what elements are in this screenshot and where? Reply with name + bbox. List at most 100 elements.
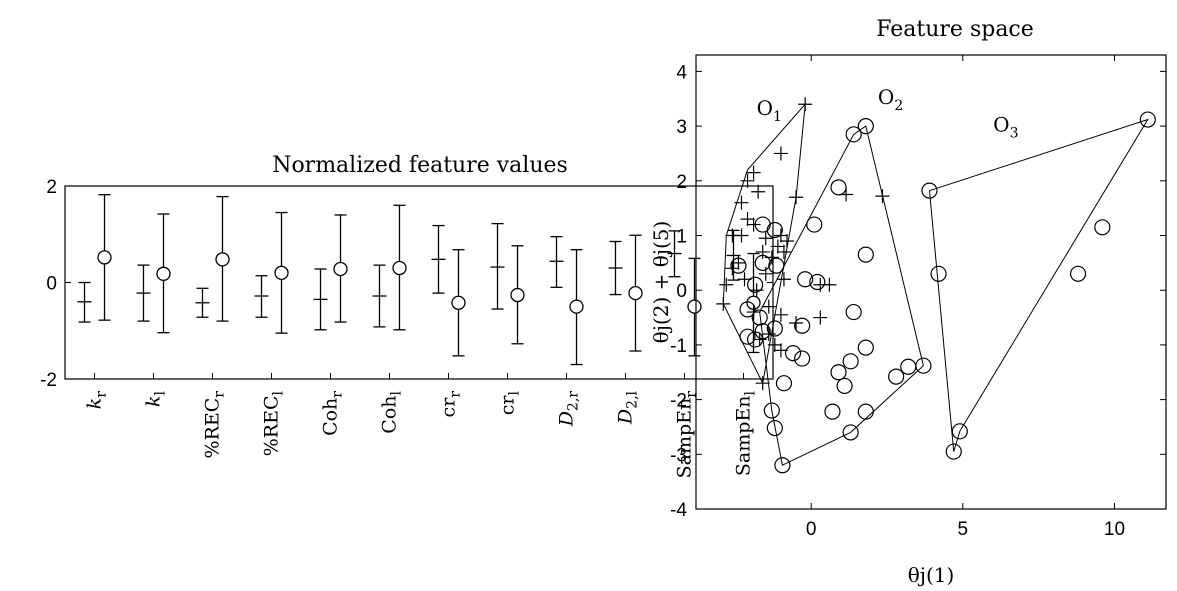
plus-point bbox=[789, 316, 804, 331]
category-label-base: D bbox=[556, 411, 578, 427]
circle-point bbox=[766, 221, 783, 239]
category-label-base: Coh bbox=[379, 395, 401, 433]
circle-point bbox=[845, 303, 862, 321]
right-y-tick-label: 4 bbox=[676, 62, 687, 83]
category-label-base: SampEn bbox=[733, 395, 755, 476]
category-label: SampEnr bbox=[674, 391, 700, 479]
plus-point bbox=[798, 97, 813, 112]
mean-circle-marker bbox=[97, 250, 112, 265]
plus-point bbox=[716, 296, 731, 311]
category-label: D2,r bbox=[556, 391, 582, 428]
left-y-axis: -2 0 2 bbox=[40, 177, 773, 391]
plus-point bbox=[789, 190, 804, 205]
mean-circle-marker bbox=[569, 299, 584, 314]
mean-circle-marker bbox=[333, 261, 348, 277]
plus-point bbox=[773, 343, 788, 358]
right-x-tick-label: 10 bbox=[1104, 519, 1125, 540]
category-label: kl bbox=[143, 390, 169, 407]
region-hulls bbox=[722, 102, 1149, 466]
category-label-subscript: l bbox=[271, 390, 287, 395]
category-label-base: %REC bbox=[261, 395, 283, 456]
y-axis-label: θj(2) + θj(5) bbox=[649, 221, 673, 344]
category-label-base: %REC bbox=[202, 398, 224, 459]
plus-point bbox=[749, 283, 764, 298]
left-error-bars bbox=[77, 194, 761, 366]
circle-point bbox=[774, 457, 791, 474]
circle-point bbox=[857, 246, 874, 263]
circle-point bbox=[809, 273, 826, 291]
region-label-base: O bbox=[757, 96, 773, 120]
circle-point bbox=[930, 265, 947, 282]
x-axis-label: θj(1) bbox=[908, 563, 955, 587]
circle-point bbox=[836, 377, 853, 395]
category-label-subscript: l bbox=[507, 390, 523, 395]
circle-point bbox=[806, 216, 823, 233]
category-label-subscript: 2,l bbox=[625, 390, 641, 408]
right-y-tick-label: -4 bbox=[670, 500, 687, 521]
circle-point bbox=[845, 126, 862, 143]
convex-hull bbox=[928, 118, 1149, 452]
mean-circle-marker bbox=[687, 299, 702, 314]
plus-point bbox=[776, 244, 791, 259]
right-y-tick-label: 2 bbox=[676, 172, 687, 193]
plus-point bbox=[875, 189, 890, 204]
plus-point bbox=[731, 255, 746, 270]
plus-point bbox=[746, 217, 761, 232]
mean-circle-marker bbox=[451, 295, 466, 310]
circle-point bbox=[945, 443, 962, 460]
circle-point bbox=[775, 375, 793, 392]
plus-point bbox=[773, 307, 788, 322]
circle-point bbox=[794, 317, 811, 334]
region-label-base: O bbox=[993, 113, 1009, 137]
category-label: crl bbox=[497, 390, 523, 415]
plus-point bbox=[746, 165, 761, 180]
mean-circle-marker bbox=[156, 266, 171, 281]
plus-point bbox=[746, 305, 761, 320]
circle-point bbox=[915, 357, 932, 374]
region-label-base: O bbox=[878, 85, 894, 109]
circle-point bbox=[797, 271, 814, 288]
plus-point bbox=[755, 376, 770, 391]
category-label-subscript: r bbox=[448, 391, 464, 398]
category-label: Cohr bbox=[320, 391, 346, 436]
category-label: D2,l bbox=[615, 390, 641, 425]
left-chart-title: Normalized feature values bbox=[272, 153, 568, 178]
circle-point bbox=[794, 350, 811, 367]
circle-point bbox=[1069, 265, 1087, 282]
normalized-feature-values-chart: Normalized feature values -202 krkl%RECr… bbox=[40, 153, 774, 479]
category-label: Cohl bbox=[379, 390, 405, 433]
category-label-subscript: r bbox=[212, 391, 228, 398]
right-y-tick-label: 3 bbox=[676, 117, 687, 138]
region-label-subscript: 3 bbox=[1010, 126, 1019, 142]
category-label-subscript: r bbox=[94, 391, 110, 398]
left-y-tick-label: 0 bbox=[46, 274, 57, 295]
left-y-tick-label: -2 bbox=[40, 370, 57, 391]
plus-point bbox=[740, 173, 755, 188]
scatter-points bbox=[716, 97, 1156, 474]
circle-point bbox=[747, 276, 764, 293]
category-label-base: k bbox=[84, 398, 106, 410]
circle-point bbox=[763, 402, 780, 419]
convex-hull bbox=[722, 102, 806, 385]
plus-point bbox=[751, 184, 766, 199]
convex-hull bbox=[759, 125, 924, 466]
plus-point bbox=[752, 332, 767, 347]
circle-point bbox=[766, 419, 783, 437]
circle-point bbox=[842, 424, 859, 441]
plus-point bbox=[770, 239, 785, 254]
right-chart-title: Feature space bbox=[876, 17, 1034, 42]
category-label-base: cr bbox=[438, 397, 460, 418]
category-label-subscript: 2,r bbox=[566, 391, 582, 411]
plus-point bbox=[776, 272, 791, 287]
plus-point bbox=[761, 299, 776, 314]
plus-point bbox=[719, 277, 734, 292]
circle-point bbox=[857, 118, 874, 135]
region-label-subscript: 1 bbox=[773, 109, 782, 125]
plus-point bbox=[779, 233, 794, 248]
mean-circle-marker bbox=[274, 265, 289, 281]
right-y-tick-label: -3 bbox=[670, 445, 687, 466]
category-label-subscript: l bbox=[389, 390, 405, 395]
circle-point bbox=[766, 320, 783, 337]
